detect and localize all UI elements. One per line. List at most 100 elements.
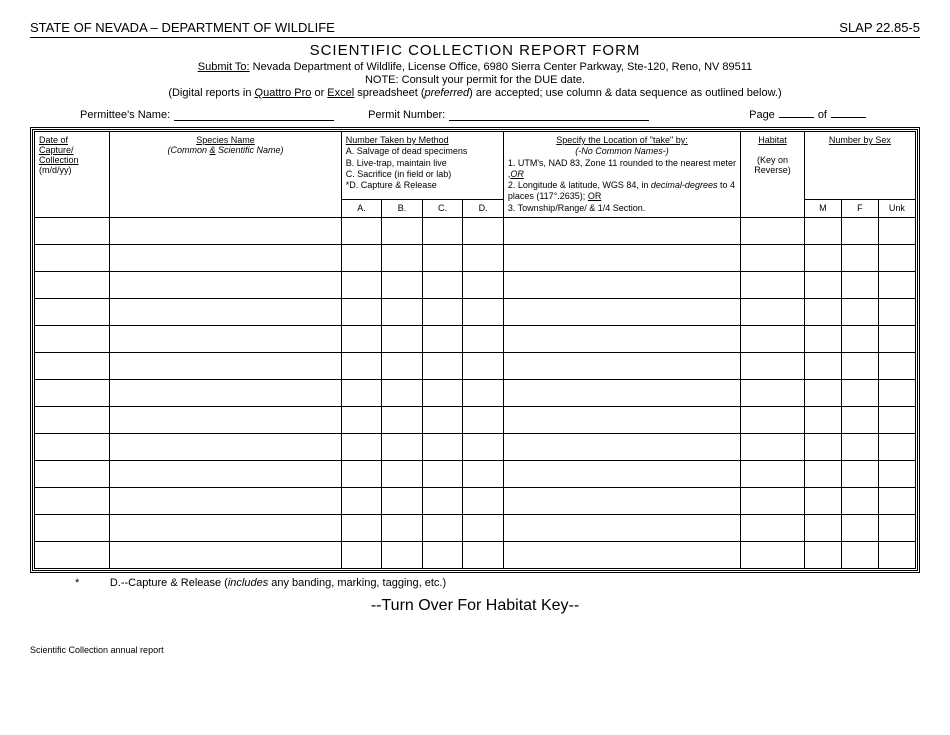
table-cell[interactable] <box>382 514 423 541</box>
table-cell[interactable] <box>110 406 342 433</box>
table-cell[interactable] <box>422 244 463 271</box>
table-cell[interactable] <box>35 271 110 298</box>
table-cell[interactable] <box>878 379 915 406</box>
table-cell[interactable] <box>878 487 915 514</box>
table-cell[interactable] <box>741 298 805 325</box>
table-cell[interactable] <box>382 460 423 487</box>
table-cell[interactable] <box>110 433 342 460</box>
table-cell[interactable] <box>463 379 504 406</box>
table-cell[interactable] <box>341 271 382 298</box>
table-cell[interactable] <box>503 460 740 487</box>
table-cell[interactable] <box>741 406 805 433</box>
table-cell[interactable] <box>463 217 504 244</box>
table-cell[interactable] <box>841 325 878 352</box>
permittee-blank[interactable] <box>174 109 334 121</box>
table-cell[interactable] <box>382 406 423 433</box>
table-cell[interactable] <box>35 460 110 487</box>
table-cell[interactable] <box>878 433 915 460</box>
table-cell[interactable] <box>341 487 382 514</box>
table-cell[interactable] <box>35 433 110 460</box>
table-cell[interactable] <box>878 514 915 541</box>
table-cell[interactable] <box>341 244 382 271</box>
table-cell[interactable] <box>878 217 915 244</box>
table-cell[interactable] <box>463 541 504 568</box>
table-cell[interactable] <box>382 487 423 514</box>
table-cell[interactable] <box>741 514 805 541</box>
table-cell[interactable] <box>841 406 878 433</box>
table-cell[interactable] <box>841 217 878 244</box>
table-cell[interactable] <box>503 487 740 514</box>
table-cell[interactable] <box>463 244 504 271</box>
table-cell[interactable] <box>741 352 805 379</box>
table-cell[interactable] <box>341 514 382 541</box>
page-total-blank[interactable] <box>831 117 866 118</box>
table-cell[interactable] <box>741 379 805 406</box>
table-cell[interactable] <box>382 325 423 352</box>
table-cell[interactable] <box>503 514 740 541</box>
table-cell[interactable] <box>741 244 805 271</box>
table-cell[interactable] <box>422 514 463 541</box>
table-cell[interactable] <box>35 352 110 379</box>
table-cell[interactable] <box>382 352 423 379</box>
table-cell[interactable] <box>422 541 463 568</box>
table-cell[interactable] <box>503 325 740 352</box>
table-cell[interactable] <box>341 298 382 325</box>
table-cell[interactable] <box>382 271 423 298</box>
table-cell[interactable] <box>463 433 504 460</box>
table-cell[interactable] <box>741 217 805 244</box>
table-cell[interactable] <box>878 244 915 271</box>
table-cell[interactable] <box>110 487 342 514</box>
page-num-blank[interactable] <box>779 117 814 118</box>
table-cell[interactable] <box>382 244 423 271</box>
table-cell[interactable] <box>841 244 878 271</box>
table-cell[interactable] <box>422 379 463 406</box>
table-cell[interactable] <box>110 379 342 406</box>
table-cell[interactable] <box>503 271 740 298</box>
table-cell[interactable] <box>741 433 805 460</box>
table-cell[interactable] <box>35 217 110 244</box>
table-cell[interactable] <box>382 217 423 244</box>
table-cell[interactable] <box>741 460 805 487</box>
table-cell[interactable] <box>741 271 805 298</box>
table-cell[interactable] <box>463 271 504 298</box>
table-cell[interactable] <box>110 460 342 487</box>
table-cell[interactable] <box>463 325 504 352</box>
table-cell[interactable] <box>804 244 841 271</box>
table-cell[interactable] <box>804 406 841 433</box>
table-cell[interactable] <box>382 541 423 568</box>
table-cell[interactable] <box>382 379 423 406</box>
table-cell[interactable] <box>35 325 110 352</box>
table-cell[interactable] <box>341 460 382 487</box>
table-cell[interactable] <box>503 217 740 244</box>
table-cell[interactable] <box>110 298 342 325</box>
table-cell[interactable] <box>110 244 342 271</box>
table-cell[interactable] <box>110 325 342 352</box>
table-cell[interactable] <box>878 352 915 379</box>
table-cell[interactable] <box>110 514 342 541</box>
table-cell[interactable] <box>35 541 110 568</box>
table-cell[interactable] <box>341 379 382 406</box>
table-cell[interactable] <box>503 379 740 406</box>
table-cell[interactable] <box>878 271 915 298</box>
table-cell[interactable] <box>841 298 878 325</box>
table-cell[interactable] <box>422 217 463 244</box>
table-cell[interactable] <box>878 460 915 487</box>
table-cell[interactable] <box>110 271 342 298</box>
table-cell[interactable] <box>841 487 878 514</box>
table-cell[interactable] <box>422 487 463 514</box>
table-cell[interactable] <box>804 298 841 325</box>
table-cell[interactable] <box>503 406 740 433</box>
table-cell[interactable] <box>841 514 878 541</box>
table-cell[interactable] <box>503 352 740 379</box>
table-cell[interactable] <box>841 541 878 568</box>
table-cell[interactable] <box>422 406 463 433</box>
table-cell[interactable] <box>841 379 878 406</box>
table-cell[interactable] <box>741 541 805 568</box>
table-cell[interactable] <box>422 433 463 460</box>
table-cell[interactable] <box>110 217 342 244</box>
table-cell[interactable] <box>503 298 740 325</box>
table-cell[interactable] <box>804 217 841 244</box>
table-cell[interactable] <box>841 460 878 487</box>
table-cell[interactable] <box>463 406 504 433</box>
table-cell[interactable] <box>341 406 382 433</box>
